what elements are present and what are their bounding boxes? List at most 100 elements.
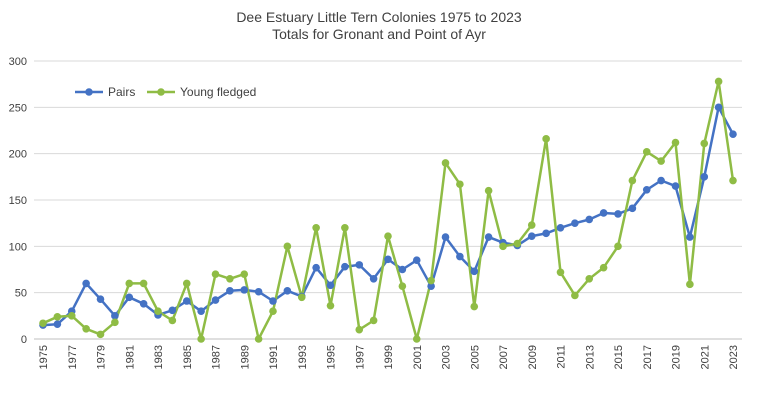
y-tick-label: 100 [9,241,27,253]
x-tick-label: 1977 [67,345,79,369]
data-point-1 [642,186,651,194]
x-tick-label: 2001 [412,345,424,369]
x-tick-label: 1987 [211,345,223,369]
data-point-2 [470,302,479,311]
data-point-1 [441,233,450,241]
data-point-2 [686,280,694,289]
x-tick-label: 1995 [326,345,338,369]
x-tick-label: 2011 [556,345,568,369]
x-tick-label: 2023 [728,345,740,369]
y-tick-label: 150 [9,195,27,207]
data-point-2 [527,221,536,229]
data-point-1 [254,287,263,296]
x-tick-label: 2019 [671,345,683,369]
data-point-2 [571,291,579,300]
data-point-2 [542,135,550,143]
y-tick-label: 300 [9,56,27,68]
data-point-1 [714,103,723,112]
data-point-2 [657,157,665,165]
data-point-2 [312,224,320,232]
data-point-2 [240,270,249,278]
data-point-2 [398,282,407,290]
data-point-1 [211,296,220,304]
data-point-2 [499,242,507,251]
data-point-2 [700,139,709,148]
data-point-1 [53,320,62,328]
data-point-2 [671,138,680,147]
data-point-1 [398,265,407,274]
legend-label-2: Young fledged [180,85,256,99]
x-tick-label: 2007 [498,345,510,369]
data-point-2 [456,180,464,189]
x-tick-label: 1983 [153,345,165,369]
data-point-1 [599,209,608,217]
data-point-1 [197,307,205,316]
data-point-1 [412,256,421,265]
data-point-2 [714,77,723,86]
data-point-2 [53,312,62,321]
data-point-1 [671,182,680,190]
data-point-2 [585,274,594,283]
data-point-1 [628,204,637,213]
data-point-1 [312,263,320,272]
data-point-2 [599,263,608,272]
data-point-2 [355,325,364,334]
data-point-2 [513,239,522,248]
data-point-2 [139,279,148,288]
data-point-1 [96,295,105,303]
data-point-1 [527,232,536,240]
data-point-2 [67,312,76,320]
data-point-2 [211,270,220,278]
chart-title: Dee Estuary Little Tern Colonies 1975 to… [236,9,522,25]
data-point-1 [614,210,622,218]
data-point-1 [111,312,119,320]
x-tick-label: 2017 [642,345,654,369]
x-tick-label: 2009 [527,345,539,369]
data-point-2 [326,301,335,310]
data-point-2 [556,268,565,277]
data-point-1 [729,130,737,139]
data-point-2 [412,335,421,343]
data-point-2 [154,307,162,316]
x-tick-label: 1997 [354,345,366,369]
x-tick-label: 2021 [699,345,711,369]
data-point-2 [82,325,90,333]
data-point-2 [96,330,105,339]
data-point-2 [427,276,435,285]
chart-subtitle: Totals for Gronant and Point of Ayr [272,26,486,42]
data-point-1 [341,262,349,271]
data-point-1 [139,299,148,308]
x-tick-label: 2003 [441,345,453,369]
data-point-1 [484,233,493,241]
data-point-2 [614,242,622,251]
data-point-1 [384,255,392,264]
x-tick-label: 1989 [239,345,251,369]
legend-marker-1 [85,88,93,96]
data-point-1 [326,281,335,290]
legend-label-1: Pairs [108,85,135,99]
data-point-2 [168,316,177,325]
data-point-2 [197,335,205,343]
x-tick-label: 1979 [96,345,108,369]
data-point-1 [240,286,249,294]
data-point-1 [168,306,177,315]
y-tick-label: 250 [9,102,27,114]
x-tick-label: 1993 [297,345,309,369]
data-point-2 [628,176,637,185]
data-point-1 [283,287,292,295]
data-point-2 [226,274,234,283]
x-tick-label: 1991 [268,345,280,369]
data-point-1 [571,219,579,227]
data-point-1 [556,224,565,232]
data-point-2 [642,148,651,156]
data-point-1 [585,215,594,224]
data-point-2 [111,318,119,327]
y-tick-label: 200 [9,149,27,161]
data-point-2 [254,335,263,343]
x-tick-label: 1981 [124,345,136,369]
data-point-1 [427,282,435,290]
data-point-2 [384,232,392,240]
x-tick-label: 1999 [383,345,395,369]
